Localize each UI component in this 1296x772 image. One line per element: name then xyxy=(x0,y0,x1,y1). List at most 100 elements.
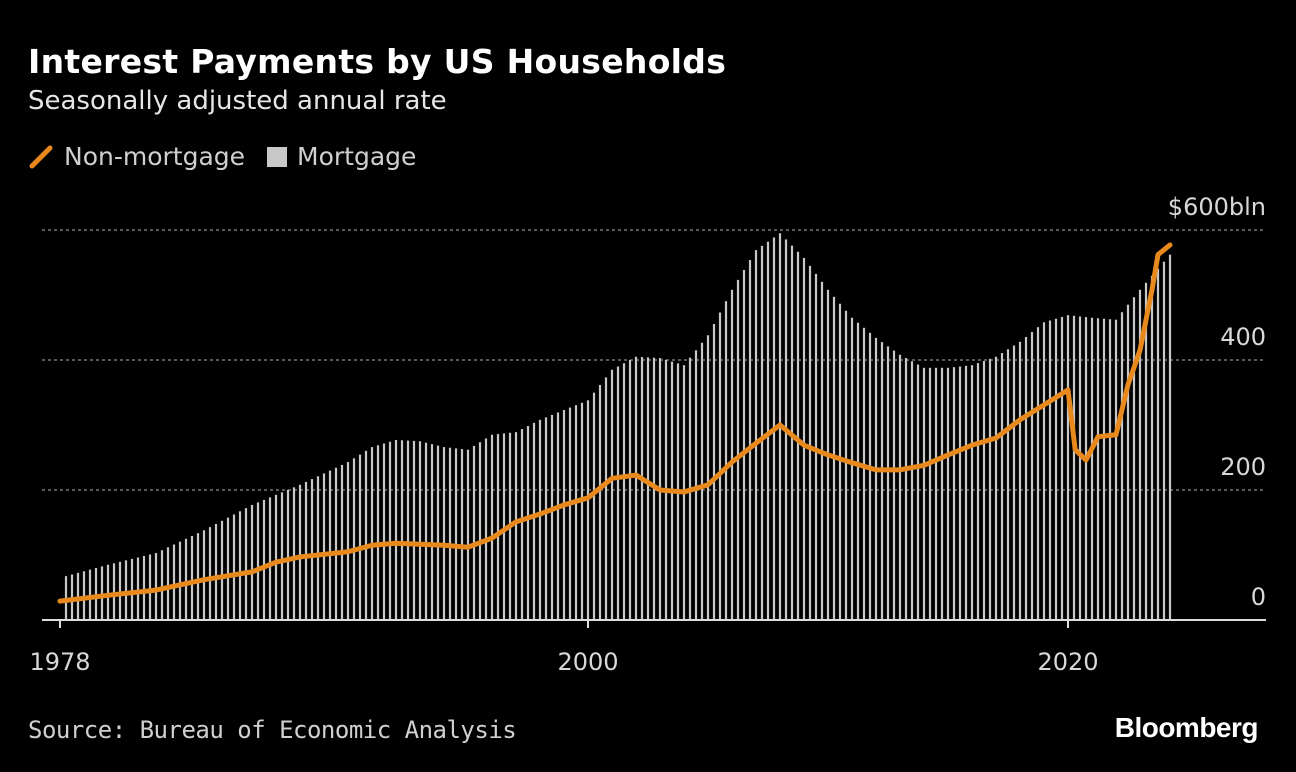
mortgage-bar xyxy=(100,566,104,620)
mortgage-bar xyxy=(118,561,122,620)
mortgage-bar xyxy=(808,265,812,620)
mortgage-bar xyxy=(586,400,590,620)
mortgage-bar xyxy=(298,484,302,620)
mortgage-bar xyxy=(136,557,140,620)
x-tick-label: 2020 xyxy=(1037,648,1098,676)
mortgage-bar xyxy=(766,241,770,620)
mortgage-bar xyxy=(322,473,326,620)
mortgage-bar xyxy=(124,560,128,620)
legend: Non-mortgage Mortgage xyxy=(28,142,438,171)
mortgage-bar xyxy=(844,310,848,620)
y-tick-label: 200 xyxy=(1220,453,1266,481)
mortgage-bar xyxy=(478,442,482,620)
mortgage-bar xyxy=(580,402,584,620)
mortgage-bar xyxy=(502,433,506,620)
mortgage-bar xyxy=(1156,268,1160,620)
mortgage-bar xyxy=(394,439,398,620)
mortgage-bar xyxy=(424,442,428,620)
mortgage-bar xyxy=(184,538,188,620)
mortgage-bar xyxy=(238,511,242,620)
mortgage-bar xyxy=(562,410,566,620)
mortgage-bar xyxy=(202,530,206,620)
mortgage-bar xyxy=(1090,317,1094,620)
mortgage-bar xyxy=(442,447,446,620)
mortgage-bar xyxy=(1138,289,1142,620)
chart-title: Interest Payments by US Households xyxy=(28,42,727,81)
mortgage-bar xyxy=(280,492,284,620)
mortgage-bar xyxy=(550,414,554,620)
mortgage-bar xyxy=(886,346,890,620)
mortgage-bar xyxy=(940,367,944,620)
mortgage-bar xyxy=(1018,341,1022,620)
mortgage-bar xyxy=(964,365,968,620)
mortgage-bar xyxy=(130,558,134,620)
y-tick-label: 0 xyxy=(1251,583,1266,611)
mortgage-bar xyxy=(208,527,212,620)
mortgage-bar xyxy=(694,350,698,620)
mortgage-bar xyxy=(862,327,866,620)
mortgage-bar xyxy=(700,342,704,620)
mortgage-bar xyxy=(556,412,560,620)
mortgage-bar xyxy=(610,369,614,620)
mortgage-bar xyxy=(1024,336,1028,620)
mortgage-bar xyxy=(1114,319,1118,620)
mortgage-bar xyxy=(400,440,404,620)
mortgage-bar xyxy=(388,441,392,620)
mortgage-bar xyxy=(160,550,164,620)
mortgage-bar xyxy=(568,407,572,620)
mortgage-bar xyxy=(82,571,86,620)
mortgage-bar xyxy=(358,454,362,620)
mortgage-bar xyxy=(1060,316,1064,620)
mortgage-bar xyxy=(622,363,626,620)
mortgage-bar xyxy=(1036,327,1040,620)
mortgage-bar xyxy=(616,366,620,620)
mortgage-bar xyxy=(514,432,518,620)
legend-item-non-mortgage: Non-mortgage xyxy=(28,142,245,171)
mortgage-bar xyxy=(916,364,920,620)
mortgage-bar xyxy=(1006,349,1010,620)
mortgage-bar xyxy=(934,367,938,620)
mortgage-bar xyxy=(466,449,470,620)
mortgage-bar xyxy=(328,470,332,620)
mortgage-bar xyxy=(814,273,818,620)
mortgage-bar xyxy=(748,260,752,620)
mortgage-bar xyxy=(982,360,986,620)
mortgage-bar xyxy=(526,425,530,620)
mortgage-bar xyxy=(406,440,410,620)
source-note: Source: Bureau of Economic Analysis xyxy=(28,716,517,744)
mortgage-bar xyxy=(1144,282,1148,620)
mortgage-bar xyxy=(472,445,476,620)
mortgage-bar xyxy=(76,572,80,620)
mortgage-bar xyxy=(856,322,860,620)
mortgage-bar xyxy=(154,553,158,620)
mortgage-bar xyxy=(946,367,950,620)
mortgage-bar xyxy=(490,434,494,620)
mortgage-bar xyxy=(178,541,182,620)
mortgage-bar xyxy=(1126,304,1130,620)
y-tick-label: $600bln xyxy=(1168,193,1266,221)
mortgage-bar xyxy=(760,245,764,621)
mortgage-bar xyxy=(1054,318,1058,620)
mortgage-bar xyxy=(334,467,338,620)
mortgage-bar xyxy=(418,441,422,620)
mortgage-bar xyxy=(904,358,908,620)
mortgage-bar xyxy=(370,447,374,620)
mortgage-bar xyxy=(538,419,542,620)
mortgage-bar xyxy=(1150,275,1154,620)
mortgage-bar xyxy=(496,434,500,620)
mortgage-bar xyxy=(376,445,380,620)
legend-item-mortgage: Mortgage xyxy=(267,142,416,171)
mortgage-bar xyxy=(112,563,116,620)
mortgage-bar xyxy=(460,449,464,620)
mortgage-bar xyxy=(196,533,200,620)
mortgage-bar xyxy=(1042,322,1046,620)
mortgage-bar xyxy=(544,417,548,620)
mortgage-bar xyxy=(640,357,644,620)
mortgage-bar xyxy=(718,312,722,620)
mortgage-bar xyxy=(754,250,758,620)
mortgage-bar xyxy=(838,303,842,620)
mortgage-bar xyxy=(214,523,218,620)
mortgage-bar xyxy=(634,356,638,620)
mortgage-bar xyxy=(742,269,746,620)
legend-label: Mortgage xyxy=(297,142,417,171)
